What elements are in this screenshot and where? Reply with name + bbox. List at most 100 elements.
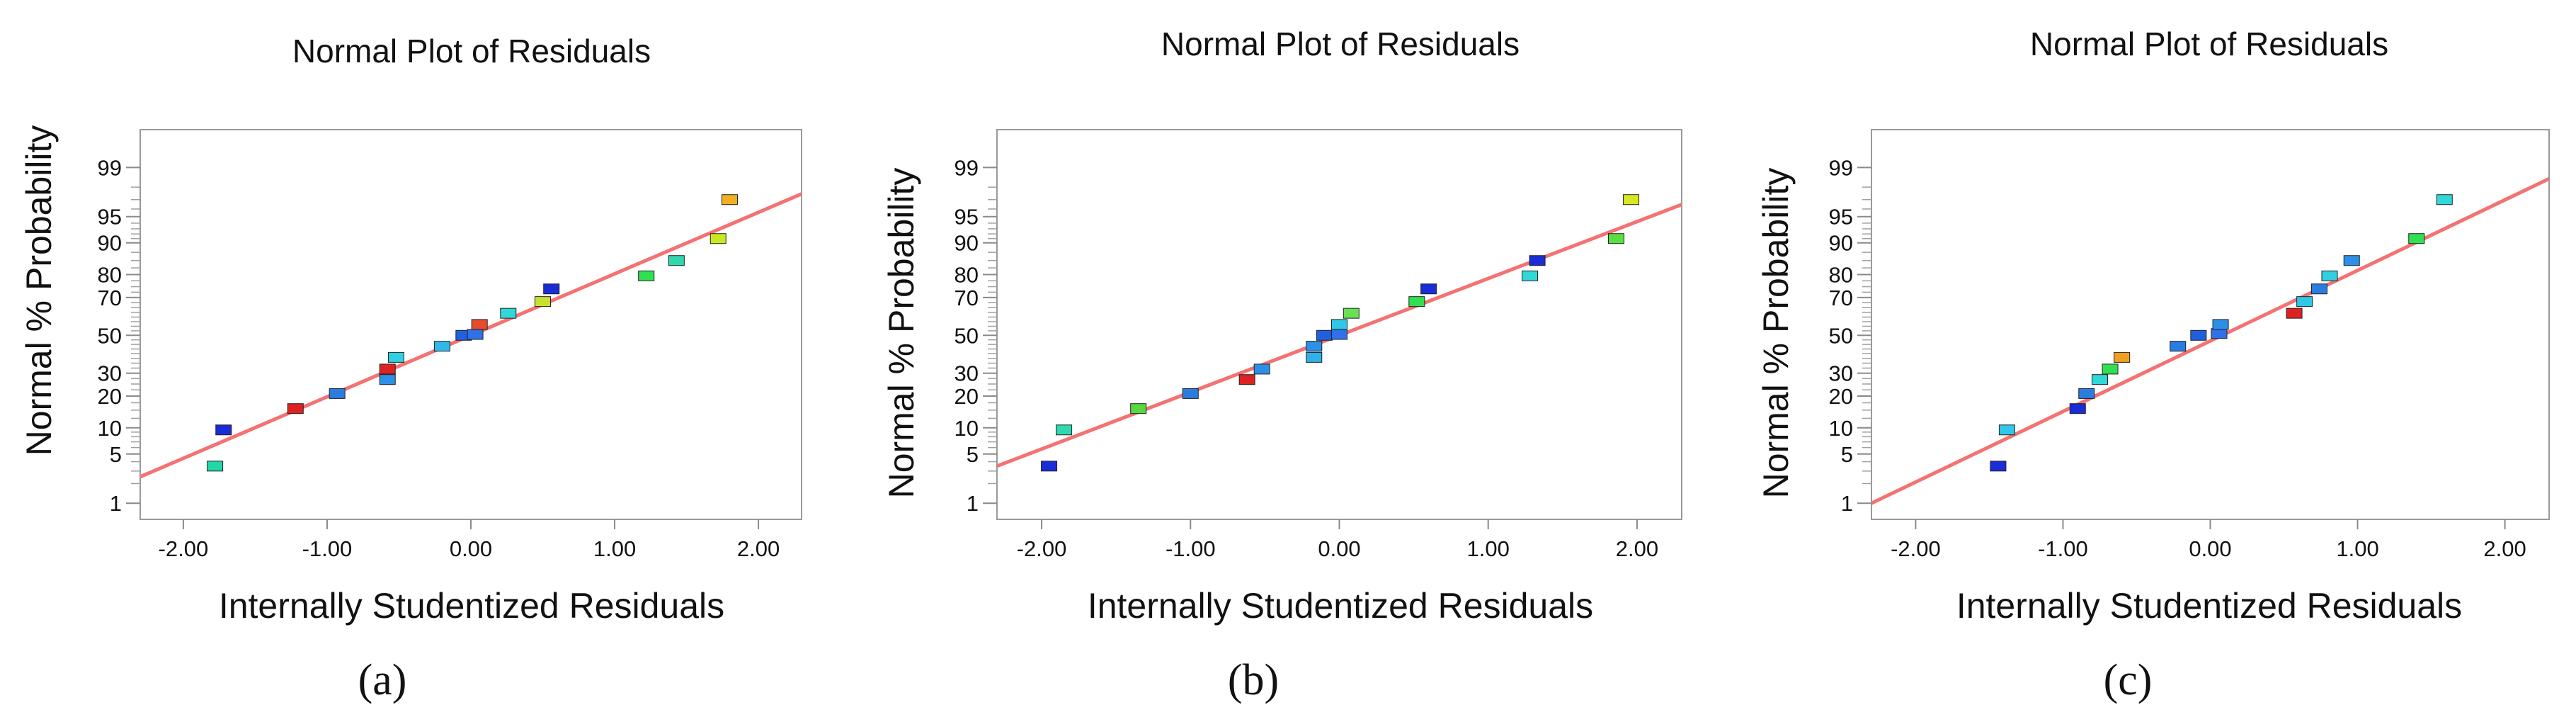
panel-a-y-tick-label: 5: [110, 442, 122, 467]
panel-a-y-tick-label: 1: [110, 491, 122, 516]
panel-c-x-tick-label: -2.00: [1891, 536, 1941, 561]
panel-c-xlabel: Internally Studentized Residuals: [1956, 586, 2462, 626]
panel-b: Normal Plot of Residuals Normal % Probab…: [882, 26, 1682, 704]
panel-c: Normal Plot of Residuals Normal % Probab…: [1756, 26, 2550, 704]
panel-c-y-tick-label: 20: [1829, 384, 1853, 409]
panel-c-y-tick-label: 95: [1829, 205, 1853, 230]
panel-c-x-tick-label: 1.00: [2336, 536, 2378, 561]
panel-c-y-tick-label: 5: [1841, 442, 1853, 467]
panel-b-y-tick-label: 5: [967, 442, 979, 467]
panel-c-data-point: [2343, 255, 2360, 266]
panel-c-y-tick-label: 1: [1841, 491, 1853, 516]
panel-a-ylabel: Normal % Probability: [19, 125, 59, 456]
panel-b-data-point: [1408, 296, 1425, 308]
panel-c-data-point: [2310, 283, 2327, 295]
panel-c-data-point: [1998, 424, 2015, 436]
panel-b-y-tick-label: 50: [954, 323, 979, 348]
panel-b-data-point: [1608, 233, 1625, 244]
panel-b-data-point: [1130, 403, 1147, 414]
panel-a-title: Normal Plot of Residuals: [292, 33, 651, 69]
panel-c-y-tick-label: 50: [1829, 323, 1853, 348]
panel-b-data-point: [1623, 194, 1640, 205]
panel-b-data-point: [1331, 319, 1347, 330]
panel-b-ylabel: Normal % Probability: [882, 168, 921, 499]
panel-c-x-tick-label: 0.00: [2189, 536, 2231, 561]
panel-b-x-tick-label: 2.00: [1616, 536, 1658, 561]
panel-b-y-tick-label: 30: [954, 361, 979, 386]
panel-c-x-tick-label: 2.00: [2483, 536, 2526, 561]
panel-a-data-point: [379, 363, 396, 375]
panel-a-caption: (a): [358, 656, 407, 704]
panel-c-data-point: [2170, 341, 2187, 352]
panel-a-data-point: [433, 341, 450, 352]
panel-b-data-point: [1420, 283, 1437, 295]
panel-b-data-point: [1056, 424, 1073, 436]
panel-b-data-point: [1331, 329, 1347, 340]
panel-b-x-tick-label: 1.00: [1467, 536, 1510, 561]
panel-c-data-point: [2102, 363, 2119, 375]
panel-a-x-tick-label: 0.00: [450, 536, 492, 561]
panel-a-x-tick-label: 2.00: [737, 536, 780, 561]
panel-c-data-point: [2436, 194, 2453, 205]
panel-a-y-tick-label: 99: [98, 155, 122, 180]
panel-a-data-point: [215, 424, 232, 436]
panel-c-reference-line: [1871, 176, 2549, 505]
panel-b-data-point: [1306, 351, 1323, 363]
panel-c-y-tick-label: 10: [1829, 416, 1853, 441]
panel-b-data-point: [1316, 329, 1333, 341]
panel-c-y-tick-label: 70: [1829, 286, 1853, 310]
panel-c-y-tick-label: 90: [1829, 231, 1853, 256]
panel-b-data-point: [1041, 461, 1058, 472]
panel-c-x-tick-label: -1.00: [2038, 536, 2088, 561]
panel-a-y-tick-label: 20: [98, 384, 122, 409]
panel-c-y-tick-label: 80: [1829, 263, 1853, 288]
panel-b-data-point: [1253, 363, 1270, 375]
panel-c-data-point: [2321, 270, 2338, 281]
panel-b-x-tick-label: -1.00: [1166, 536, 1216, 561]
panel-b-y-tick-label: 1: [967, 491, 979, 516]
panel-b-y-tick-label: 70: [954, 286, 979, 310]
panel-c-data-point: [2296, 296, 2313, 308]
panel-a-y-tick-label: 70: [98, 286, 122, 310]
panel-c-data-point: [2212, 319, 2229, 330]
panel-a-data-point: [543, 283, 560, 295]
panel-c-data-point: [2114, 351, 2131, 363]
panel-a-data-point: [471, 319, 488, 330]
panel-b-y-tick-label: 99: [954, 155, 979, 180]
panel-b-y-tick-label: 90: [954, 231, 979, 256]
panel-a-data-point: [207, 461, 224, 472]
panel-a-data-point: [500, 308, 517, 319]
panel-a-data-point: [535, 296, 552, 308]
panel-c-data-point: [2286, 308, 2303, 319]
panel-b-caption: (b): [1228, 656, 1279, 704]
panel-b-data-point: [1529, 255, 1546, 266]
panel-c-data-point: [2091, 374, 2108, 385]
panel-c-y-tick-label: 99: [1829, 155, 1853, 180]
panel-a: Normal Plot of Residuals Normal % Probab…: [19, 33, 802, 704]
panel-b-x-tick-label: 0.00: [1318, 536, 1360, 561]
panel-a-x-tick-label: -1.00: [302, 536, 353, 561]
panel-a-data-point: [638, 270, 655, 281]
panel-a-data-point: [379, 374, 396, 385]
panel-c-data-point: [2211, 328, 2228, 339]
panel-b-title: Normal Plot of Residuals: [1161, 26, 1520, 62]
panel-c-y-tick-label: 30: [1829, 361, 1853, 386]
panel-a-data-point: [721, 194, 738, 205]
panel-c-data-point: [2069, 403, 2086, 414]
panel-c-title: Normal Plot of Residuals: [2030, 26, 2388, 62]
panel-a-y-tick-label: 95: [98, 205, 122, 230]
panel-c-data-point: [2078, 388, 2095, 399]
panel-a-data-point: [387, 351, 404, 363]
panel-b-y-minor-ticks: [988, 167, 997, 504]
panel-a-xlabel: Internally Studentized Residuals: [219, 586, 724, 626]
panel-a-plot-frame: [139, 129, 802, 520]
panel-b-x-tick-label: -2.00: [1017, 536, 1067, 561]
panel-c-caption: (c): [2104, 656, 2153, 704]
panel-b-y-tick-label: 80: [954, 263, 979, 288]
panel-a-y-tick-label: 10: [98, 416, 122, 441]
panel-a-y-tick-label: 30: [98, 361, 122, 386]
panel-b-y-tick-label: 10: [954, 416, 979, 441]
panel-b-data-point: [1343, 308, 1360, 319]
panel-b-y-tick-label: 20: [954, 384, 979, 409]
